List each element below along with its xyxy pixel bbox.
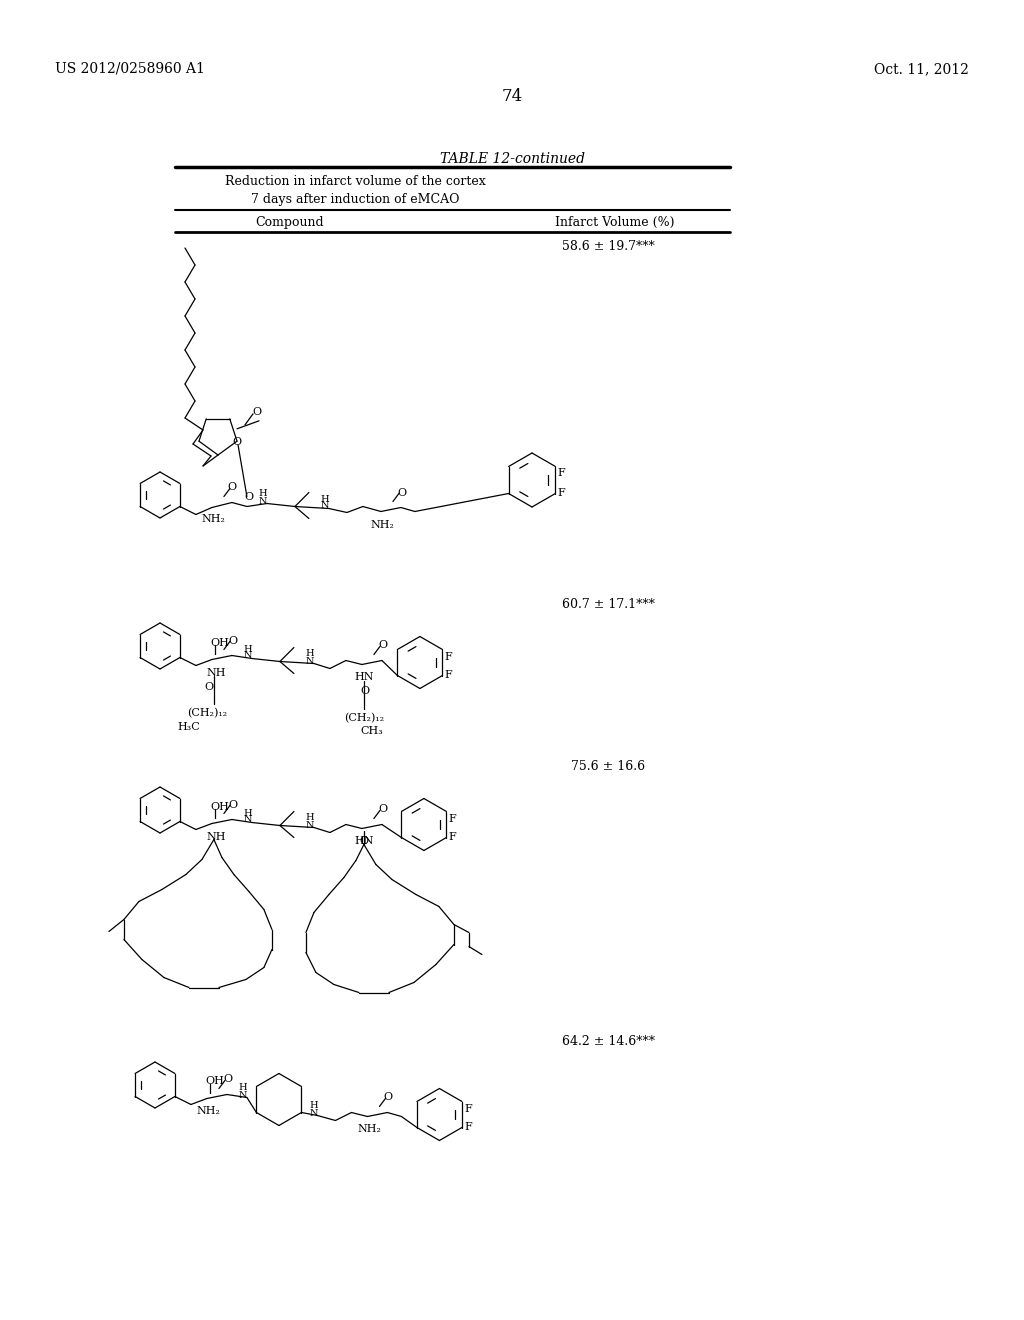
Text: H: H (244, 644, 252, 653)
Text: OH: OH (210, 801, 228, 812)
Text: NH: NH (207, 832, 226, 842)
Text: F: F (444, 652, 453, 661)
Text: Oct. 11, 2012: Oct. 11, 2012 (874, 62, 969, 77)
Text: NH₂: NH₂ (197, 1106, 221, 1115)
Text: NH₂: NH₂ (202, 515, 226, 524)
Text: N: N (306, 821, 314, 829)
Text: 58.6 ± 19.7***: 58.6 ± 19.7*** (561, 240, 654, 253)
Text: O: O (228, 635, 237, 645)
Text: H: H (305, 649, 314, 659)
Text: (CH₂)₁₂: (CH₂)₁₂ (187, 708, 227, 718)
Text: F: F (449, 832, 456, 842)
Text: NH₂: NH₂ (371, 520, 395, 529)
Text: O: O (359, 837, 368, 846)
Text: H: H (321, 495, 330, 503)
Text: N: N (244, 816, 252, 825)
Text: H: H (244, 808, 252, 817)
Text: F: F (444, 669, 453, 680)
Text: N: N (244, 652, 252, 660)
Text: HN: HN (354, 837, 374, 846)
Text: NH₂: NH₂ (357, 1123, 381, 1134)
Text: O: O (244, 492, 253, 503)
Text: (CH₂)₁₂: (CH₂)₁₂ (344, 713, 384, 723)
Text: OH: OH (210, 638, 228, 648)
Text: TABLE 12-continued: TABLE 12-continued (439, 152, 585, 166)
Text: 64.2 ± 14.6***: 64.2 ± 14.6*** (561, 1035, 654, 1048)
Text: O: O (252, 407, 261, 417)
Text: O: O (378, 640, 387, 651)
Text: 7 days after induction of eMCAO: 7 days after induction of eMCAO (251, 193, 459, 206)
Text: US 2012/0258960 A1: US 2012/0258960 A1 (55, 62, 205, 77)
Text: HN: HN (354, 672, 374, 682)
Text: H: H (259, 490, 267, 499)
Text: O: O (204, 681, 213, 692)
Text: 74: 74 (502, 88, 522, 106)
Text: N: N (259, 496, 267, 506)
Text: O: O (227, 483, 237, 492)
Text: F: F (557, 487, 565, 498)
Text: NH: NH (207, 668, 226, 677)
Text: N: N (239, 1090, 247, 1100)
Text: O: O (228, 800, 237, 809)
Text: OH: OH (205, 1077, 224, 1086)
Text: O: O (397, 487, 407, 498)
Text: F: F (557, 469, 565, 479)
Text: N: N (306, 656, 314, 665)
Text: N: N (309, 1109, 317, 1118)
Text: O: O (359, 686, 369, 697)
Text: F: F (464, 1122, 472, 1131)
Text: O: O (232, 437, 241, 446)
Text: F: F (449, 813, 456, 824)
Text: H₃C: H₃C (177, 722, 200, 731)
Text: CH₃: CH₃ (359, 726, 383, 737)
Text: O: O (223, 1074, 232, 1085)
Text: Infarct Volume (%): Infarct Volume (%) (555, 216, 675, 228)
Text: H: H (309, 1101, 317, 1110)
Text: H: H (239, 1084, 247, 1093)
Text: Reduction in infarct volume of the cortex: Reduction in infarct volume of the corte… (224, 176, 485, 187)
Text: O: O (378, 804, 387, 814)
Text: H: H (305, 813, 314, 822)
Text: N: N (321, 502, 329, 511)
Text: Compound: Compound (256, 216, 325, 228)
Text: O: O (383, 1093, 392, 1102)
Text: 60.7 ± 17.1***: 60.7 ± 17.1*** (561, 598, 654, 611)
Text: 75.6 ± 16.6: 75.6 ± 16.6 (571, 760, 645, 774)
Text: F: F (464, 1104, 472, 1114)
